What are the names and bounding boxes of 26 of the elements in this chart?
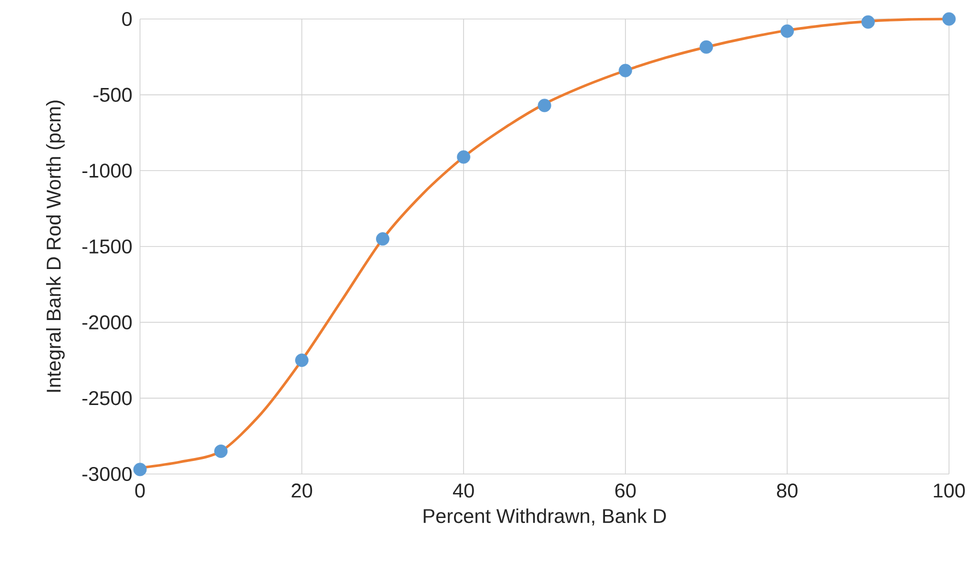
x-tick-label: 80 (776, 484, 798, 498)
point (700, 40, 714, 54)
point (942, 12, 956, 26)
y-tick-label: -3000 (82, 466, 132, 482)
point (618, 64, 632, 78)
point (861, 15, 875, 29)
point (214, 444, 228, 458)
x-tick-label: 20 (292, 484, 312, 498)
x-tick-label: 40 (452, 484, 474, 498)
point (376, 232, 390, 246)
y-tick-label: -1500 (82, 239, 132, 254)
y-tick-label: -500 (93, 88, 132, 102)
y-tick-label: -2500 (82, 391, 132, 406)
point (538, 98, 552, 112)
x-tick-label: 0 (135, 484, 145, 498)
y-tick-label: 0 (122, 12, 132, 26)
point (780, 24, 794, 38)
point (295, 354, 309, 367)
point (456, 150, 470, 164)
x-tick-label: 100 (934, 484, 965, 498)
y-tick-label: -2000 (82, 315, 132, 330)
y-tick-label: -1000 (82, 164, 132, 178)
x-axis-title: Percent Withdrawn, Bank D (424, 508, 666, 526)
x-tick-label: 60 (615, 484, 636, 498)
y-axis-title: Integral Bank D Rod Worth (pcm) (46, 100, 65, 392)
point (133, 462, 147, 476)
